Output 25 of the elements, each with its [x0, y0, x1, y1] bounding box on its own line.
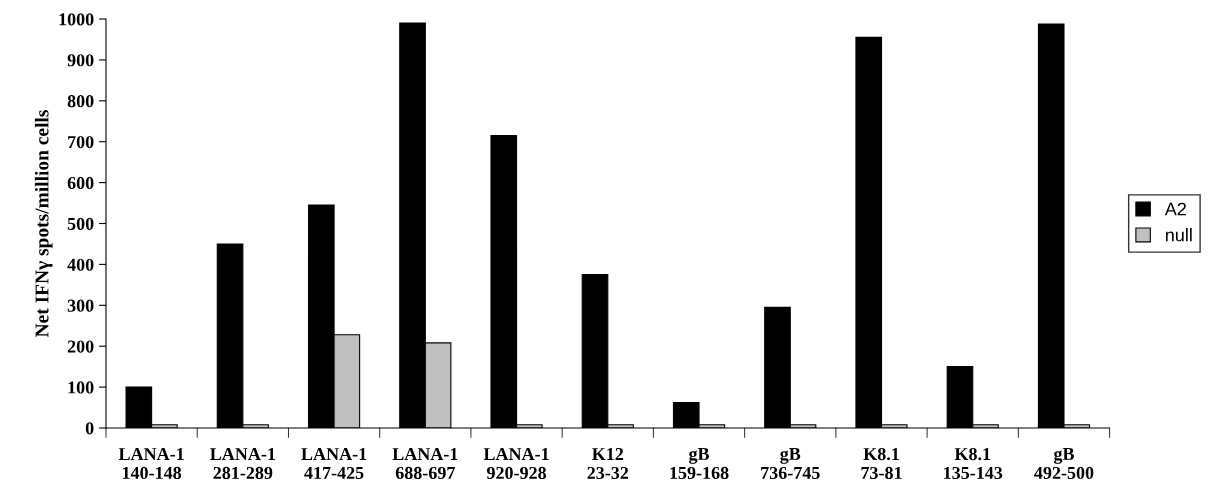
x-tick-label: K8.1 73-81	[861, 447, 902, 480]
y-tick-label: 700	[68, 135, 94, 149]
y-tick-label: 900	[67, 54, 94, 67]
x-tick-label: gB 736-745	[761, 447, 820, 480]
x-tick-label: K8.1 135-143	[944, 447, 1003, 480]
y-tick-label: 800	[67, 95, 94, 108]
x-tick-label: gB 492-500	[1034, 447, 1094, 480]
y-tick-label: 200	[67, 340, 94, 353]
x-tick-label: LANA-1 920-928	[483, 448, 549, 480]
y-tick-label: 500	[67, 217, 94, 230]
y-tick-label: 400	[67, 258, 94, 271]
x-tick-label: LANA-1 281-289	[210, 448, 275, 480]
x-tick-label: gB 159-168	[670, 447, 729, 480]
y-tick-label: 300	[67, 299, 94, 312]
legend-label: null	[1165, 228, 1192, 242]
y-axis-title: Net IFNγ spots/million cells	[34, 110, 53, 338]
x-tick-label: LANA-1 417-425	[301, 448, 367, 480]
x-tick-label: K12 23-32	[587, 448, 629, 480]
y-tick-label: 100	[68, 381, 94, 394]
x-tick-label: LANA-1 140-148	[118, 448, 184, 480]
legend-label: A2	[1164, 202, 1186, 216]
y-tick-label: 600	[67, 176, 94, 190]
y-tick-label: 1000	[59, 13, 94, 26]
x-tick-label: LANA-1 688-697	[392, 448, 458, 480]
y-tick-label: 0	[85, 422, 94, 435]
